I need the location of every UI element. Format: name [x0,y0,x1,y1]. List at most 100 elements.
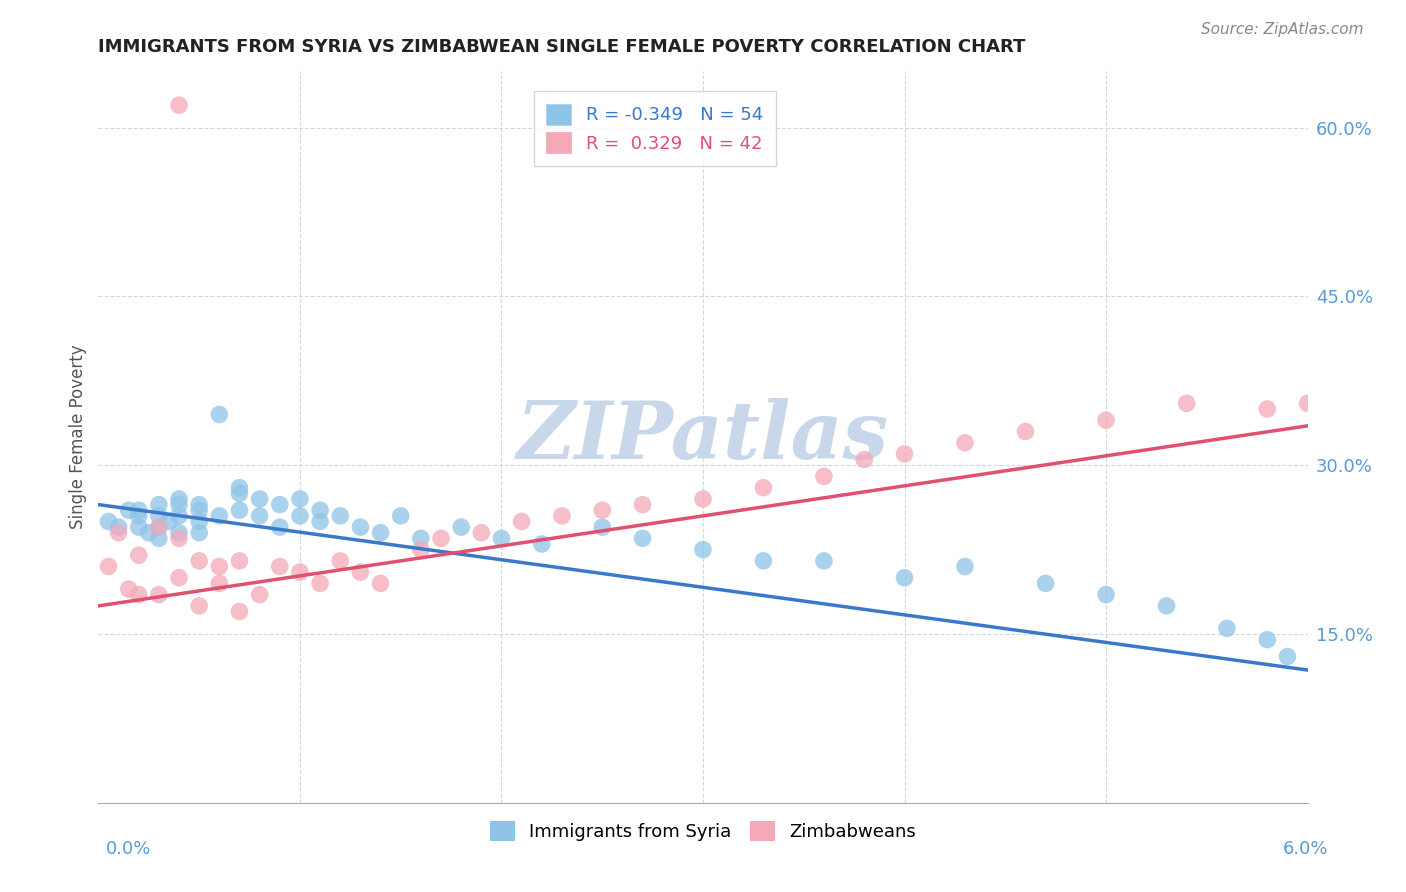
Point [1035,576,1057,591]
Point [1256,632,1278,647]
Point [752,554,775,568]
Point [409,532,432,546]
Point [329,554,352,568]
Point [148,588,170,602]
Y-axis label: Single Female Poverty: Single Female Poverty [69,345,87,529]
Point [1337,413,1360,427]
Text: IMMIGRANTS FROM SYRIA VS ZIMBABWEAN SINGLE FEMALE POVERTY CORRELATION CHART: IMMIGRANTS FROM SYRIA VS ZIMBABWEAN SING… [98,38,1026,56]
Point [128,588,150,602]
Point [1156,599,1178,613]
Point [349,520,371,534]
Point [309,503,332,517]
Point [409,542,432,557]
Point [953,435,976,450]
Point [188,525,211,540]
Point [953,559,976,574]
Point [450,520,472,534]
Point [228,605,250,619]
Point [813,469,835,483]
Point [167,98,190,112]
Point [591,520,613,534]
Point [430,532,453,546]
Point [530,537,553,551]
Point [188,599,211,613]
Point [269,520,291,534]
Point [188,503,211,517]
Point [1277,649,1299,664]
Point [893,447,915,461]
Point [118,582,141,596]
Text: 0.0%: 0.0% [105,840,150,858]
Legend: Immigrants from Syria, Zimbabweans: Immigrants from Syria, Zimbabweans [482,814,924,848]
Point [118,503,141,517]
Point [208,559,231,574]
Point [1296,396,1319,410]
Point [128,508,150,523]
Point [329,508,352,523]
Point [269,559,291,574]
Point [288,565,311,579]
Point [138,525,160,540]
Point [128,520,150,534]
Point [249,588,271,602]
Point [107,520,129,534]
Point [107,525,129,540]
Point [157,515,180,529]
Point [167,525,190,540]
Point [208,508,231,523]
Point [631,532,654,546]
Point [692,491,714,506]
Point [97,559,120,574]
Point [188,498,211,512]
Point [370,525,392,540]
Point [148,520,170,534]
Point [208,408,231,422]
Point [1175,396,1198,410]
Point [893,571,915,585]
Point [288,491,311,506]
Point [228,486,250,500]
Point [97,515,120,529]
Point [692,542,714,557]
Point [510,515,533,529]
Point [752,481,775,495]
Point [853,452,876,467]
Point [1095,588,1118,602]
Point [167,571,190,585]
Point [148,498,170,512]
Point [370,576,392,591]
Point [249,491,271,506]
Point [309,515,332,529]
Text: 6.0%: 6.0% [1284,840,1329,858]
Point [128,503,150,517]
Point [1095,413,1118,427]
Point [148,532,170,546]
Point [389,508,412,523]
Point [309,576,332,591]
Text: ZIPatlas: ZIPatlas [517,399,889,475]
Point [167,532,190,546]
Point [148,508,170,523]
Point [1216,621,1239,635]
Point [228,554,250,568]
Point [813,554,835,568]
Point [167,498,190,512]
Point [551,508,574,523]
Point [288,508,311,523]
Point [470,525,492,540]
Point [269,498,291,512]
Point [491,532,513,546]
Point [228,481,250,495]
Point [208,576,231,591]
Text: Source: ZipAtlas.com: Source: ZipAtlas.com [1201,22,1364,37]
Point [167,508,190,523]
Point [228,503,250,517]
Point [148,520,170,534]
Point [188,515,211,529]
Point [631,498,654,512]
Point [1014,425,1036,439]
Point [167,491,190,506]
Point [591,503,613,517]
Point [349,565,371,579]
Point [188,554,211,568]
